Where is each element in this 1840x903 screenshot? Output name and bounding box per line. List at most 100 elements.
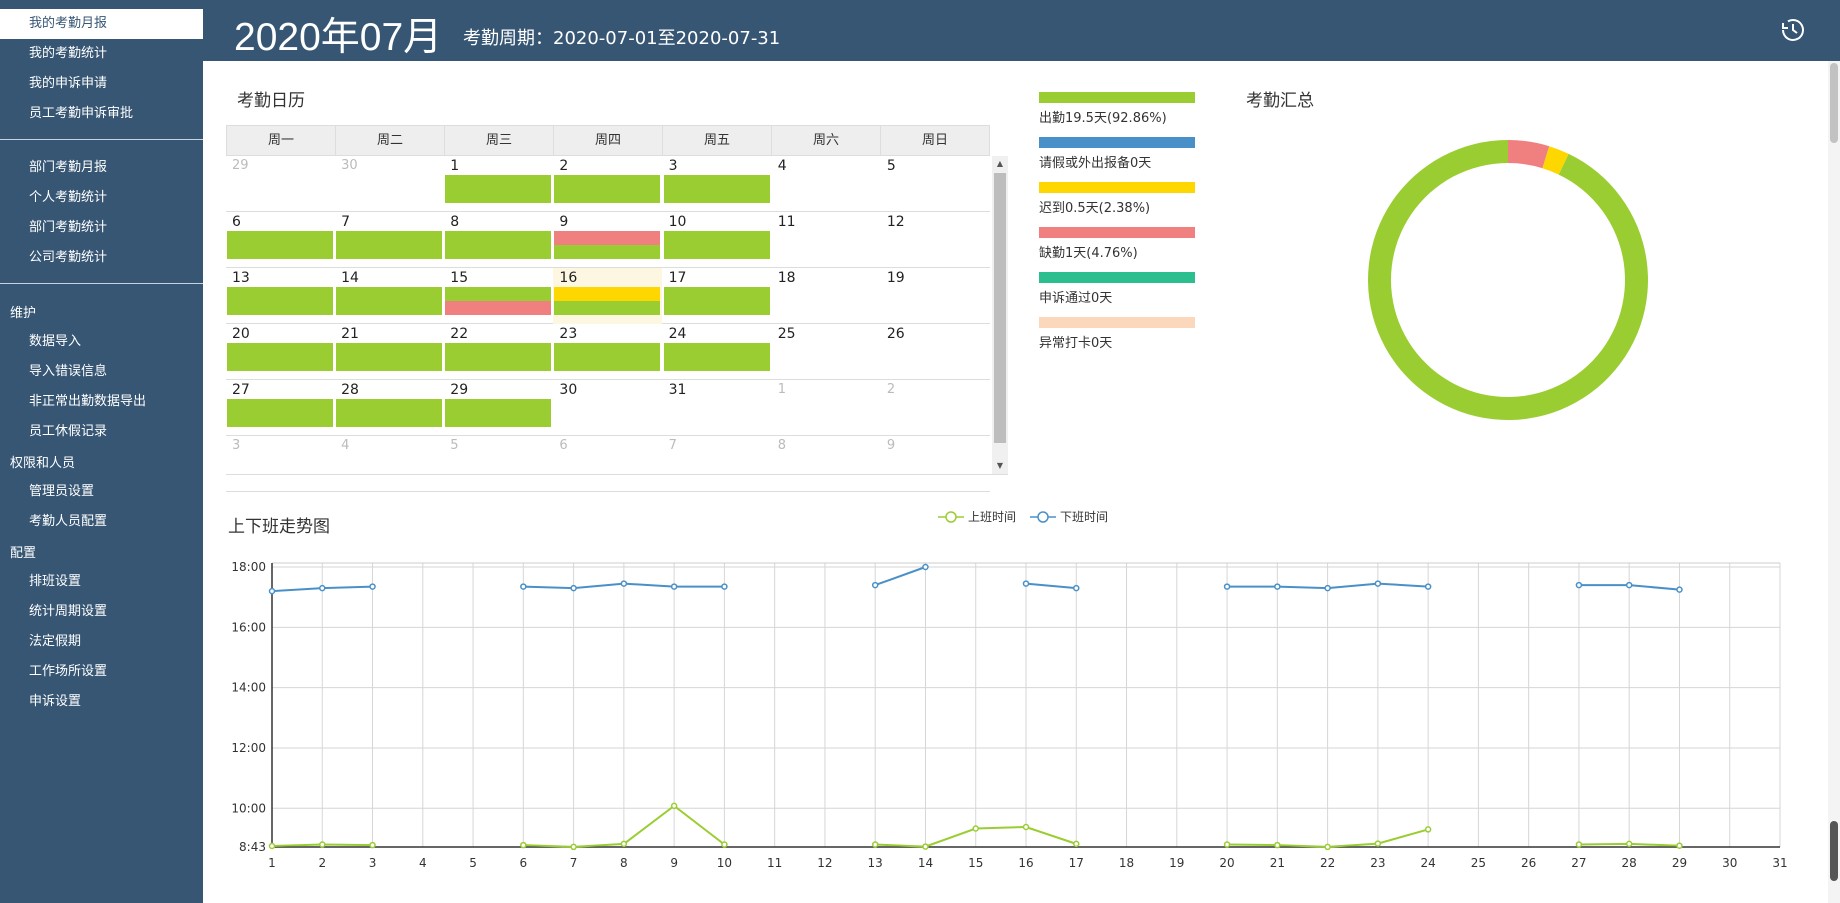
data-point[interactable] bbox=[721, 583, 728, 590]
calendar-day-cell[interactable]: 5 bbox=[444, 436, 553, 492]
sidebar-item-my-attendance-stats[interactable]: 我的考勤统计 bbox=[29, 46, 108, 61]
sidebar-item-staff-config[interactable]: 考勤人员配置 bbox=[29, 514, 108, 529]
calendar-day-cell[interactable]: 17 bbox=[663, 268, 772, 324]
legend-item-in[interactable]: 上班时间 bbox=[938, 508, 1016, 525]
calendar-day-cell[interactable]: 5 bbox=[881, 156, 990, 212]
calendar-day-cell[interactable]: 29 bbox=[444, 380, 553, 436]
sidebar-item-period-settings[interactable]: 统计周期设置 bbox=[29, 604, 108, 619]
data-point[interactable] bbox=[369, 583, 376, 590]
sidebar-item-abnormal-export[interactable]: 非正常出勤数据导出 bbox=[29, 394, 147, 409]
data-point[interactable] bbox=[1324, 584, 1331, 592]
sidebar-item-my-appeals[interactable]: 我的申诉申请 bbox=[29, 76, 108, 91]
calendar-day-cell[interactable]: 30 bbox=[553, 380, 662, 436]
data-point[interactable] bbox=[1274, 841, 1281, 849]
calendar-day-cell[interactable]: 7 bbox=[335, 212, 444, 268]
data-point[interactable] bbox=[1424, 583, 1432, 590]
legend-item-out[interactable]: 下班时间 bbox=[1030, 508, 1108, 525]
data-point[interactable] bbox=[1374, 840, 1382, 847]
calendar-day-cell[interactable]: 18 bbox=[772, 268, 881, 324]
data-point[interactable] bbox=[620, 840, 628, 848]
sidebar-item-shift-settings[interactable]: 排班设置 bbox=[29, 574, 82, 589]
data-point[interactable] bbox=[1575, 841, 1583, 848]
calendar-day-cell[interactable]: 29 bbox=[226, 156, 335, 212]
data-point[interactable] bbox=[871, 581, 879, 589]
calendar-day-cell[interactable]: 25 bbox=[772, 324, 881, 380]
calendar-day-cell[interactable]: 19 bbox=[881, 268, 990, 324]
data-point[interactable] bbox=[268, 587, 276, 595]
calendar-day-cell[interactable]: 23 bbox=[553, 324, 662, 380]
legend-item[interactable]: 迟到0.5天(2.38%) bbox=[1039, 182, 1199, 227]
donut-slice[interactable] bbox=[1508, 140, 1550, 169]
calendar-day-cell[interactable]: 1 bbox=[772, 380, 881, 436]
data-point[interactable] bbox=[1324, 843, 1331, 851]
calendar-day-cell[interactable]: 16 bbox=[553, 268, 663, 324]
legend-item[interactable]: 异常打卡0天 bbox=[1039, 317, 1199, 362]
page-scroll-thumb[interactable] bbox=[1830, 63, 1838, 143]
calendar-day-cell[interactable]: 4 bbox=[335, 436, 444, 492]
page-scroll-indicator[interactable] bbox=[1830, 821, 1838, 881]
calendar-day-cell[interactable]: 9 bbox=[881, 436, 990, 492]
donut-slice[interactable] bbox=[1542, 146, 1569, 175]
calendar-day-cell[interactable]: 13 bbox=[226, 268, 335, 324]
sidebar-item-import-errors[interactable]: 导入错误信息 bbox=[29, 364, 108, 379]
calendar-day-cell[interactable]: 2 bbox=[553, 156, 662, 212]
data-point[interactable] bbox=[721, 841, 728, 848]
calendar-day-cell[interactable]: 11 bbox=[772, 212, 881, 268]
data-point[interactable] bbox=[1575, 581, 1583, 589]
sidebar-item-workplace-settings[interactable]: 工作场所设置 bbox=[29, 664, 108, 679]
legend-item[interactable]: 出勤19.5天(92.86%) bbox=[1039, 92, 1199, 137]
calendar-day-cell[interactable]: 15 bbox=[444, 268, 553, 324]
sidebar-item-leave-records[interactable]: 员工休假记录 bbox=[29, 424, 108, 439]
sidebar-item-data-import[interactable]: 数据导入 bbox=[29, 334, 82, 349]
data-point[interactable] bbox=[1676, 842, 1683, 849]
data-point[interactable] bbox=[1625, 840, 1633, 848]
data-point[interactable] bbox=[1073, 584, 1080, 592]
calendar-day-cell[interactable]: 3 bbox=[226, 436, 335, 492]
data-point[interactable] bbox=[319, 841, 326, 848]
scroll-down-icon[interactable]: ▼ bbox=[996, 461, 1004, 470]
data-point[interactable] bbox=[1073, 840, 1080, 848]
calendar-day-cell[interactable]: 1 bbox=[444, 156, 553, 212]
data-point[interactable] bbox=[1223, 583, 1231, 590]
calendar-day-cell[interactable]: 12 bbox=[881, 212, 990, 268]
data-point[interactable] bbox=[268, 842, 276, 850]
calendar-day-cell[interactable]: 14 bbox=[335, 268, 444, 324]
calendar-day-cell[interactable]: 10 bbox=[663, 212, 772, 268]
data-point[interactable] bbox=[922, 843, 929, 850]
calendar-day-cell[interactable]: 20 bbox=[226, 324, 335, 380]
calendar-day-cell[interactable]: 7 bbox=[663, 436, 772, 492]
sidebar-item-personal-stats[interactable]: 个人考勤统计 bbox=[29, 190, 108, 205]
calendar-day-cell[interactable]: 6 bbox=[553, 436, 662, 492]
data-point[interactable] bbox=[1374, 580, 1382, 587]
sidebar-item-dept-stats[interactable]: 部门考勤统计 bbox=[29, 220, 108, 235]
calendar-day-cell[interactable]: 22 bbox=[444, 324, 553, 380]
donut-slice[interactable] bbox=[1368, 140, 1648, 420]
data-point[interactable] bbox=[319, 584, 326, 592]
legend-item[interactable]: 请假或外出报备0天 bbox=[1039, 137, 1199, 182]
data-point[interactable] bbox=[570, 584, 577, 592]
data-point[interactable] bbox=[871, 841, 879, 848]
calendar-day-cell[interactable]: 27 bbox=[226, 380, 335, 436]
calendar-scrollbar[interactable]: ▲ ▼ bbox=[992, 156, 1008, 474]
scroll-up-icon[interactable]: ▲ bbox=[996, 159, 1004, 168]
calendar-scroll-thumb[interactable] bbox=[994, 173, 1006, 443]
legend-item[interactable]: 申诉通过0天 bbox=[1039, 272, 1199, 317]
sidebar-item-holidays[interactable]: 法定假期 bbox=[29, 634, 82, 649]
calendar-day-cell[interactable]: 2 bbox=[881, 380, 990, 436]
sidebar-item-admin-settings[interactable]: 管理员设置 bbox=[29, 484, 95, 499]
data-point[interactable] bbox=[670, 583, 678, 590]
data-point[interactable] bbox=[1274, 583, 1281, 590]
data-point[interactable] bbox=[1223, 841, 1231, 848]
sidebar-item-appeal-settings[interactable]: 申诉设置 bbox=[29, 694, 82, 709]
data-point[interactable] bbox=[1022, 580, 1030, 587]
data-point[interactable] bbox=[922, 563, 929, 571]
calendar-day-cell[interactable]: 3 bbox=[663, 156, 772, 212]
calendar-day-cell[interactable]: 4 bbox=[772, 156, 881, 212]
data-point[interactable] bbox=[520, 583, 527, 590]
data-point[interactable] bbox=[1676, 586, 1683, 593]
data-point[interactable] bbox=[1022, 823, 1030, 831]
sidebar-item-appeal-approval[interactable]: 员工考勤申诉审批 bbox=[29, 106, 134, 121]
calendar-day-cell[interactable]: 8 bbox=[772, 436, 881, 492]
legend-item[interactable]: 缺勤1天(4.76%) bbox=[1039, 227, 1199, 272]
data-point[interactable] bbox=[972, 825, 979, 832]
